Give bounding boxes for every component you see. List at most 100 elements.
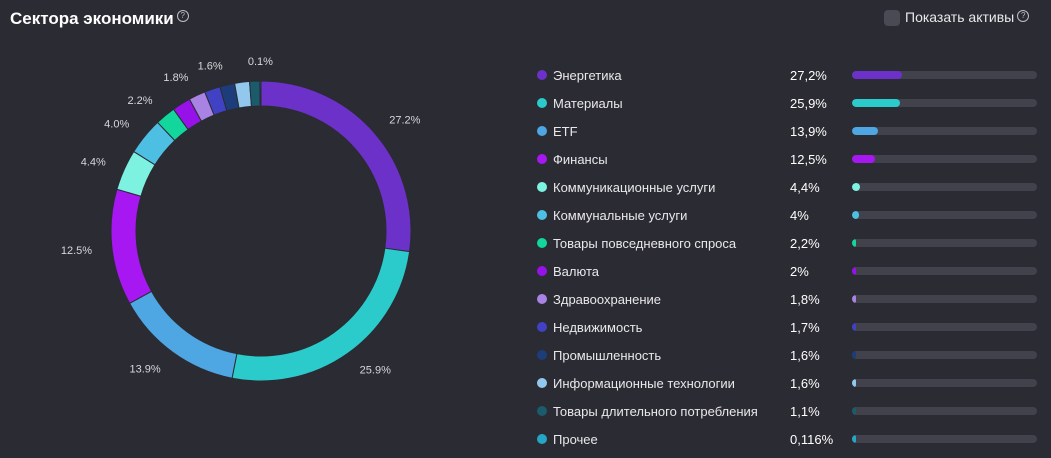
legend-bar-track xyxy=(852,407,1037,415)
legend-bar-track xyxy=(852,155,1037,163)
legend-row[interactable]: Коммуникационные услуги 4,4% xyxy=(535,174,1045,202)
legend-dot xyxy=(537,182,547,192)
legend-dot xyxy=(537,238,547,248)
legend-bar-fill xyxy=(852,295,856,303)
legend-name: Материалы xyxy=(553,96,623,111)
legend-row[interactable]: Промышленность 1,6% xyxy=(535,342,1045,370)
slice-label-7: 2.2% xyxy=(127,95,152,107)
legend-row[interactable]: Материалы 25,9% xyxy=(535,90,1045,118)
donut-chart: 27.2% 25.9% 13.9% 12.5% 4.4% 4.0% 2.2% 1.8% 1.6%… xyxy=(61,56,421,382)
legend-bar-track xyxy=(852,71,1037,79)
legend-percent: 4% xyxy=(790,208,809,223)
legend-name: Коммунальные услуги xyxy=(553,208,688,223)
legend-row[interactable]: Товары повседневного спроса 2,2% xyxy=(535,230,1045,258)
legend-percent: 1,8% xyxy=(790,292,820,307)
legend-percent: 13,9% xyxy=(790,124,827,139)
slice-label-3: 13.9% xyxy=(130,363,161,375)
legend-name: Финансы xyxy=(553,152,608,167)
legend-bar-fill xyxy=(852,211,860,219)
legend-bar-fill xyxy=(852,99,900,107)
legend-percent: 25,9% xyxy=(790,96,827,111)
legend-bar-fill xyxy=(852,239,857,247)
legend-row[interactable]: Финансы 12,5% xyxy=(535,146,1045,174)
legend-name: Промышленность xyxy=(553,348,662,363)
slice-label-4: 12.5% xyxy=(61,245,92,257)
legend-bar-fill xyxy=(852,323,856,331)
legend-row[interactable]: Прочее 0,116% xyxy=(535,426,1045,454)
legend-bar-fill xyxy=(852,183,861,191)
legend-bar-track xyxy=(852,183,1037,191)
legend-percent: 1,1% xyxy=(790,404,820,419)
legend-dot xyxy=(537,210,547,220)
slice-14[interactable] xyxy=(259,80,262,107)
slice-label-6: 4.0% xyxy=(104,119,129,131)
legend-percent: 0,116% xyxy=(790,432,834,447)
show-assets-checkbox[interactable] xyxy=(884,10,900,26)
slice-label-2: 25.9% xyxy=(360,364,391,376)
legend-row[interactable]: Товары длительного потребления 1,1% xyxy=(535,398,1045,426)
legend-row[interactable]: Валюта 2% xyxy=(535,258,1045,286)
legend-bar-track xyxy=(852,267,1037,275)
show-assets-label: Показать активы xyxy=(905,9,1015,25)
legend-bar-track xyxy=(852,239,1037,247)
slice-label-5: 4.4% xyxy=(81,157,106,169)
legend-row[interactable]: Энергетика 27,2% xyxy=(535,62,1045,90)
legend-percent: 1,6% xyxy=(790,376,820,391)
page-title-text: Сектора экономики xyxy=(10,9,174,28)
slice-label-9: 1.8% xyxy=(163,72,188,84)
legend-bar-fill xyxy=(852,155,876,163)
legend-row[interactable]: Информационные технологии 1,6% xyxy=(535,370,1045,398)
legend-name: ETF xyxy=(553,124,578,139)
legend-bar-fill xyxy=(852,71,903,79)
legend-bar-track xyxy=(852,127,1037,135)
legend-dot xyxy=(537,266,547,276)
legend-row[interactable]: Здравоохранение 1,8% xyxy=(535,286,1045,314)
legend-percent: 1,7% xyxy=(790,320,820,335)
page-title: Сектора экономики ? xyxy=(10,9,189,29)
legend-dot xyxy=(537,154,547,164)
legend-percent: 2% xyxy=(790,264,809,279)
legend-bar-track xyxy=(852,99,1037,107)
legend-name: Энергетика xyxy=(553,68,622,83)
legend-dot xyxy=(537,98,547,108)
legend-bar-track xyxy=(852,379,1037,387)
legend-name: Информационные технологии xyxy=(553,376,735,391)
legend-row[interactable]: ETF 13,9% xyxy=(535,118,1045,146)
sector-legend: Энергетика 27,2% Материалы 25,9% ETF 13,9% Фин… xyxy=(535,62,1045,454)
slice-label-11: 1.6% xyxy=(198,60,223,72)
legend-row[interactable]: Недвижимость 1,7% xyxy=(535,314,1045,342)
legend-bar-fill xyxy=(852,407,856,415)
legend-bar-track xyxy=(852,323,1037,331)
legend-bar-fill xyxy=(852,127,878,135)
legend-percent: 12,5% xyxy=(790,152,827,167)
legend-name: Товары длительного потребления xyxy=(553,404,758,419)
slice-1[interactable] xyxy=(260,80,412,253)
legend-name: Коммуникационные услуги xyxy=(553,180,716,195)
legend-dot xyxy=(537,350,547,360)
slice-13[interactable] xyxy=(249,80,261,107)
legend-bar-fill xyxy=(852,435,856,443)
legend-dot xyxy=(537,70,547,80)
legend-percent: 27,2% xyxy=(790,68,827,83)
help-icon[interactable]: ? xyxy=(176,10,189,22)
slice-4[interactable] xyxy=(110,188,153,305)
legend-bar-fill xyxy=(852,379,856,387)
legend-name: Прочее xyxy=(553,432,598,447)
legend-dot xyxy=(537,322,547,332)
legend-bar-track xyxy=(852,351,1037,359)
legend-bar-track xyxy=(852,435,1037,443)
show-assets-help-icon[interactable]: ? xyxy=(1017,10,1030,22)
legend-dot xyxy=(537,294,547,304)
show-assets-toggle[interactable]: Показать активы ? xyxy=(884,9,1030,26)
slice-label-14: 0.1% xyxy=(248,56,273,68)
legend-row[interactable]: Коммунальные услуги 4% xyxy=(535,202,1045,230)
legend-dot xyxy=(537,406,547,416)
legend-percent: 2,2% xyxy=(790,236,820,251)
legend-percent: 1,6% xyxy=(790,348,820,363)
legend-dot xyxy=(537,378,547,388)
slice-2[interactable] xyxy=(231,247,411,382)
legend-name: Недвижимость xyxy=(553,320,643,335)
legend-dot xyxy=(537,434,547,444)
legend-bar-fill xyxy=(852,267,856,275)
legend-bar-track xyxy=(852,211,1037,219)
